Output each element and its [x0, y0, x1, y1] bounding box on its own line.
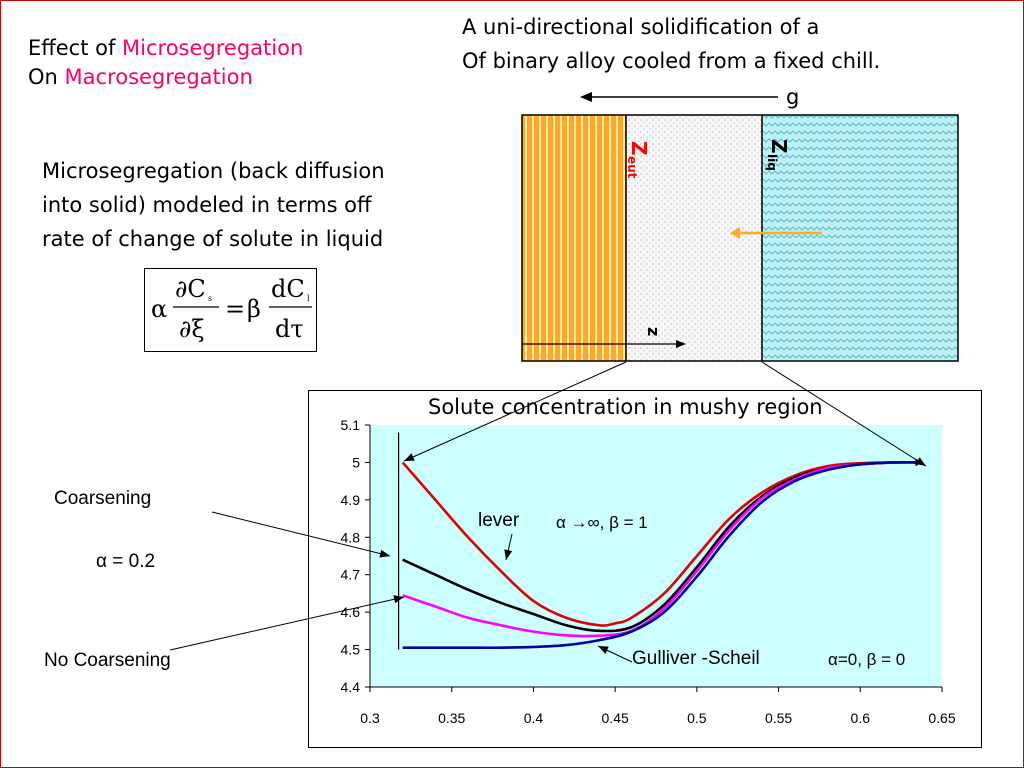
z-liq-label: Z liq	[765, 139, 791, 171]
gravity-label: g	[786, 85, 799, 109]
liquid-region	[762, 115, 958, 361]
pointer-coarsening	[211, 511, 391, 557]
pointer-no-coarsening	[169, 596, 405, 651]
y-tick-label: 4.9	[341, 492, 361, 508]
annotation-alpha-value: α = 0.2	[96, 551, 156, 572]
eq-den-left: ∂ξ	[179, 315, 205, 343]
x-tick-label: 0.4	[524, 710, 544, 726]
y-tick-label: 5	[352, 454, 360, 470]
title-highlight-macro: Macrosegregation	[64, 65, 253, 89]
eq-beta: β	[247, 295, 261, 323]
x-tick-label: 0.65	[928, 710, 955, 726]
z-axis-label: z	[644, 327, 663, 336]
pointer-coarsening-head	[379, 549, 390, 558]
eq-num-left: ∂C	[175, 275, 206, 303]
chart-frame	[308, 390, 982, 748]
z-eut-label: Z eut	[625, 141, 651, 179]
pointer-gulliver-head	[598, 646, 609, 654]
y-tick-label: 5.1	[341, 417, 361, 433]
series-line-2	[402, 460, 918, 638]
equation: α ∂C s ∂ξ = β dC l dτ	[151, 275, 312, 343]
y-tick-label: 4.8	[341, 529, 361, 545]
annotation-lever-params: α →∞, β = 1	[556, 513, 648, 532]
plot-area	[370, 425, 942, 687]
eq-num-right: dC	[271, 275, 305, 303]
pointer-liq-head	[915, 457, 926, 466]
series-line-0	[401, 461, 918, 627]
annotation-lever: lever	[478, 510, 520, 531]
equation-box: α ∂C s ∂ξ = β dC l dτ	[144, 268, 317, 352]
x-tick-label: 0.5	[687, 710, 707, 726]
solidification-schematic: Z eut Z liq z	[521, 114, 959, 362]
y-tick-label: 4.4	[341, 679, 361, 695]
title-highlight-micro: Microsegregation	[122, 36, 304, 60]
eq-equals: =	[225, 295, 245, 323]
pointer-eut	[403, 361, 627, 462]
eq-den-right: dτ	[275, 315, 304, 343]
eq-alpha: α	[151, 295, 167, 323]
pointer-no-coarsening-head	[393, 595, 404, 604]
description-text: Microsegregation (back diffusion into so…	[42, 159, 385, 251]
annotation-gulliver-params: α=0, β = 0	[828, 650, 906, 669]
x-tick-label: 0.6	[851, 710, 871, 726]
pointer-eut-head	[404, 453, 415, 461]
y-tick-label: 4.6	[341, 604, 361, 620]
gravity-arrow: g	[580, 85, 799, 109]
svg-text:liq: liq	[765, 154, 779, 171]
x-tick-label: 0.35	[438, 710, 465, 726]
x-tick-label: 0.3	[360, 710, 380, 726]
x-tick-label: 0.55	[765, 710, 792, 726]
slide-title: Effect of Microsegregation On Macrosegre…	[28, 36, 304, 89]
svg-text:Z: Z	[627, 141, 651, 156]
eq-num-left-sub: s	[208, 294, 212, 303]
slide-subtitle: A uni-directional solidification of a Of…	[462, 15, 881, 73]
annotation-coarsening: Coarsening	[54, 488, 152, 509]
solid-region	[522, 115, 626, 361]
annotation-gulliver: Gulliver -Scheil	[632, 648, 760, 669]
svg-text:eut: eut	[625, 156, 639, 179]
annotation-no-coarsening: No Coarsening	[44, 650, 171, 671]
pointer-liq	[761, 361, 927, 467]
svg-text:Z: Z	[767, 139, 791, 154]
series-line-3	[402, 460, 918, 650]
x-tick-label: 0.45	[602, 710, 629, 726]
y-tick-label: 4.7	[341, 567, 361, 583]
chart-title: Solute concentration in mushy region	[428, 395, 823, 419]
pointer-lever-head	[504, 549, 513, 560]
eq-num-right-sub: l	[307, 294, 310, 303]
y-tick-label: 4.5	[341, 642, 361, 658]
